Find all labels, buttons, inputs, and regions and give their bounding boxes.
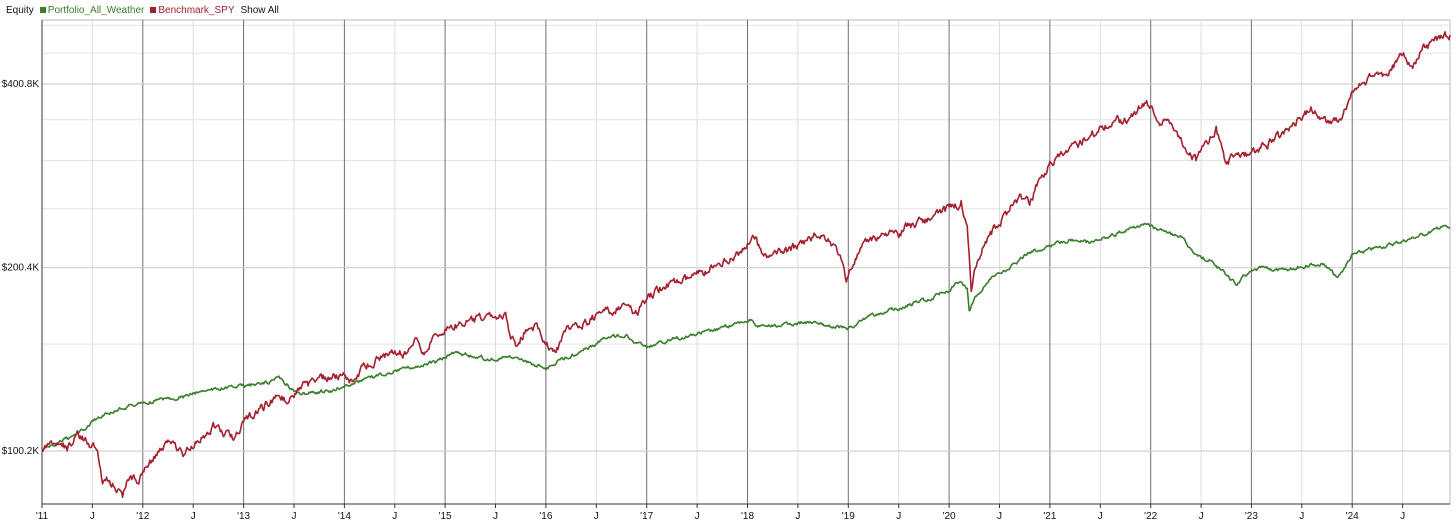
legend-label-portfolio: Portfolio_All_Weather	[47, 4, 145, 16]
x-tick-label: J	[191, 511, 196, 522]
legend-label-benchmark: Benchmark_SPY	[158, 4, 235, 16]
x-tick-label: J	[1199, 511, 1204, 522]
x-tick-label: J	[594, 511, 599, 522]
plot-area	[41, 19, 1451, 505]
legend-swatch-portfolio	[39, 7, 46, 13]
x-tick-label: J	[1098, 511, 1103, 522]
x-tick-label: J	[493, 511, 498, 522]
x-tick-label: '11	[36, 511, 49, 522]
x-tick-label: '15	[439, 511, 452, 522]
x-tick-label: J	[1299, 511, 1304, 522]
x-tick-label: '16	[539, 511, 552, 522]
x-tick-label: '22	[1144, 511, 1157, 522]
x-tick-label: '23	[1245, 511, 1258, 522]
x-tick-label: '13	[237, 511, 250, 522]
y-tick-label: $100.2K	[2, 446, 40, 457]
series-line-portfolio-all-weather[interactable]	[41, 222, 1451, 452]
legend-item-benchmark[interactable]: Benchmark_SPY	[150, 4, 235, 16]
series-line-benchmark-spy[interactable]	[41, 31, 1451, 498]
x-tick-label: '21	[1043, 511, 1056, 522]
y-tick-label: $400.8K	[2, 79, 40, 90]
chart-legend: Equity Portfolio_All_Weather Benchmark_S…	[6, 3, 279, 17]
y-tick-label: $200.4K	[2, 262, 40, 273]
x-tick-label: J	[695, 511, 700, 522]
show-all-button[interactable]: Show All	[240, 4, 279, 16]
x-tick-label: J	[896, 511, 901, 522]
legend-title: Equity	[6, 4, 34, 16]
x-tick-label: J	[392, 511, 397, 522]
x-tick-label: '20	[943, 511, 956, 522]
x-tick-label: '19	[842, 511, 855, 522]
x-tick-label: J	[997, 511, 1002, 522]
x-tick-label: J	[90, 511, 95, 522]
x-tick-label: '18	[741, 511, 754, 522]
x-tick-label: '14	[338, 511, 351, 522]
x-tick-label: '24	[1346, 511, 1359, 522]
x-tick-label: J	[1400, 511, 1405, 522]
x-tick-label: '12	[136, 511, 149, 522]
x-tick-label: J	[795, 511, 800, 522]
x-tick-label: '17	[640, 511, 653, 522]
x-tick-label: J	[292, 511, 297, 522]
legend-swatch-benchmark	[150, 7, 157, 13]
legend-item-portfolio[interactable]: Portfolio_All_Weather	[39, 4, 145, 16]
